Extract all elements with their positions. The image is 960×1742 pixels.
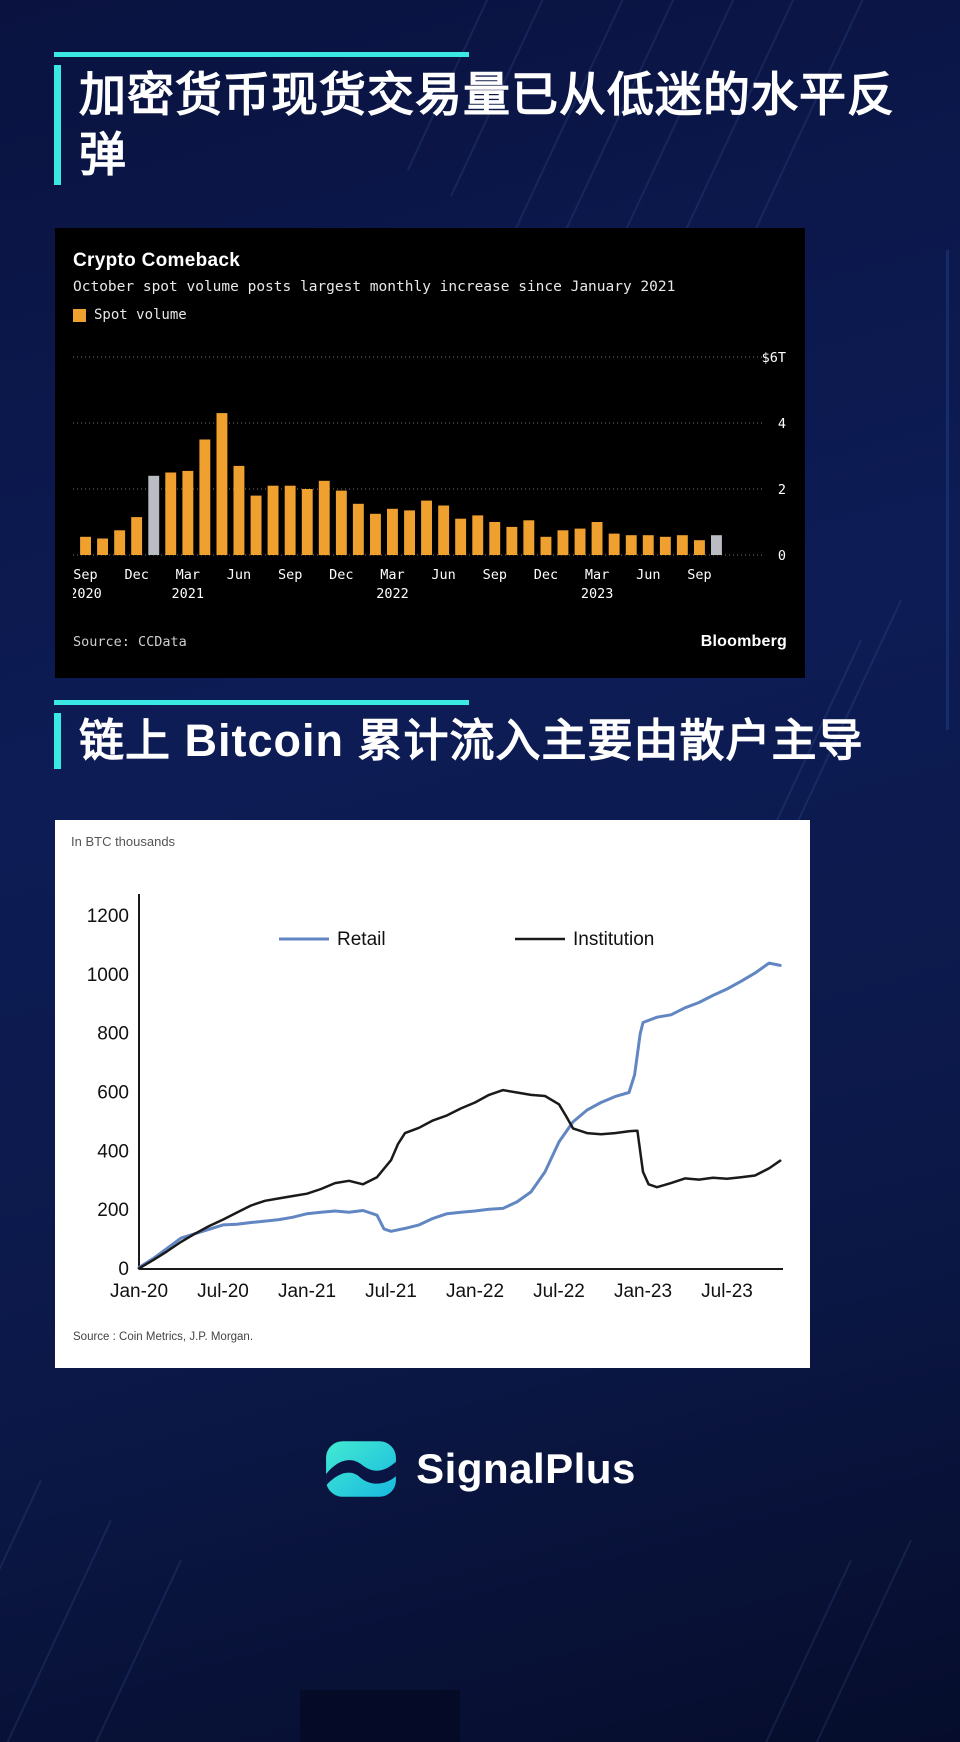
svg-text:Sep: Sep xyxy=(73,567,97,583)
svg-text:2: 2 xyxy=(778,482,786,498)
signalplus-brand-name: SignalPlus xyxy=(416,1445,636,1492)
svg-text:Jan-20: Jan-20 xyxy=(110,1281,168,1302)
section1-title: 加密货币现货交易量已从低迷的水平反弹 xyxy=(54,65,916,186)
svg-text:Dec: Dec xyxy=(125,567,149,583)
legend-label: Spot volume xyxy=(94,307,187,323)
chart-source: Source: CCData xyxy=(73,634,187,650)
svg-text:Mar: Mar xyxy=(380,567,404,583)
svg-text:Sep: Sep xyxy=(278,567,302,583)
bloomberg-logo: Bloomberg xyxy=(700,633,787,650)
deco-block xyxy=(300,1690,460,1742)
svg-text:Mar: Mar xyxy=(176,567,200,583)
deco-line xyxy=(0,1480,42,1742)
accent-line xyxy=(54,700,469,705)
section1-header: 加密货币现货交易量已从低迷的水平反弹 xyxy=(54,52,916,186)
svg-text:Jun: Jun xyxy=(636,567,660,583)
deco-line xyxy=(757,1560,852,1742)
section2-title: 链上 Bitcoin 累计流入主要由散户主导 xyxy=(54,713,916,770)
bloomberg-chart-subtitle: October spot volume posts largest monthl… xyxy=(73,279,676,295)
bloomberg-chart-footer: Source: CCData Bloomberg xyxy=(73,633,787,651)
svg-text:0: 0 xyxy=(778,548,786,564)
svg-text:4: 4 xyxy=(778,416,786,432)
svg-text:2021: 2021 xyxy=(172,586,205,602)
svg-text:Dec: Dec xyxy=(329,567,353,583)
svg-text:Sep: Sep xyxy=(687,567,711,583)
svg-text:600: 600 xyxy=(97,1083,129,1104)
deco-line xyxy=(0,1520,112,1742)
svg-text:200: 200 xyxy=(97,1200,129,1221)
svg-text:Jan-22: Jan-22 xyxy=(446,1281,504,1302)
svg-text:400: 400 xyxy=(97,1141,129,1162)
accent-line xyxy=(54,52,469,57)
svg-text:Jun: Jun xyxy=(431,567,455,583)
svg-text:Retail: Retail xyxy=(337,929,386,950)
svg-text:Dec: Dec xyxy=(534,567,558,583)
deco-strip xyxy=(946,250,949,730)
chart-source: Source : Coin Metrics, J.P. Morgan. xyxy=(73,1331,254,1343)
svg-text:Jan-21: Jan-21 xyxy=(278,1281,336,1302)
signalplus-logo-icon xyxy=(326,1441,397,1497)
svg-text:Mar: Mar xyxy=(585,567,609,583)
spot-volume-bar-chart: 0 2 4 $6T Sep 2020 Dec Mar 2021 Jun Sep Dec Mar 2022 J… xyxy=(73,350,786,602)
svg-text:1200: 1200 xyxy=(87,906,129,927)
svg-text:2020: 2020 xyxy=(73,586,102,602)
svg-text:1000: 1000 xyxy=(87,965,129,986)
svg-text:800: 800 xyxy=(97,1024,129,1045)
svg-text:Jul-23: Jul-23 xyxy=(701,1281,753,1302)
svg-text:Jul-20: Jul-20 xyxy=(197,1281,249,1302)
signalplus-footer: SignalPlus xyxy=(0,1432,960,1506)
svg-text:2023: 2023 xyxy=(581,586,614,602)
svg-text:Jun: Jun xyxy=(227,567,251,583)
btc-flows-line-chart: 0 200 400 600 800 1000 1200 Jan-20 Jul-20 Jan-21 J… xyxy=(87,894,783,1302)
deco-line xyxy=(87,1560,182,1742)
svg-text:Jul-21: Jul-21 xyxy=(365,1281,417,1302)
svg-text:Jan-23: Jan-23 xyxy=(614,1281,672,1302)
svg-text:Institution: Institution xyxy=(573,929,654,950)
bloomberg-chart-panel: Crypto Comeback October spot volume post… xyxy=(55,228,805,678)
svg-text:Sep: Sep xyxy=(483,567,507,583)
btc-flows-chart-panel: In BTC thousands 0 200 400 600 800 1000 1200 Ja… xyxy=(55,820,810,1368)
svg-text:$6T: $6T xyxy=(762,350,786,366)
legend-swatch-spot-volume xyxy=(73,308,86,322)
svg-text:Jul-22: Jul-22 xyxy=(533,1281,585,1302)
section2-header: 链上 Bitcoin 累计流入主要由散户主导 xyxy=(54,700,916,770)
deco-line xyxy=(808,1540,912,1742)
chart-units-label: In BTC thousands xyxy=(71,834,176,849)
bloomberg-chart-title: Crypto Comeback xyxy=(73,250,241,271)
svg-text:2022: 2022 xyxy=(376,586,409,602)
bloomberg-legend: Spot volume xyxy=(73,307,787,323)
svg-text:0: 0 xyxy=(118,1259,129,1280)
